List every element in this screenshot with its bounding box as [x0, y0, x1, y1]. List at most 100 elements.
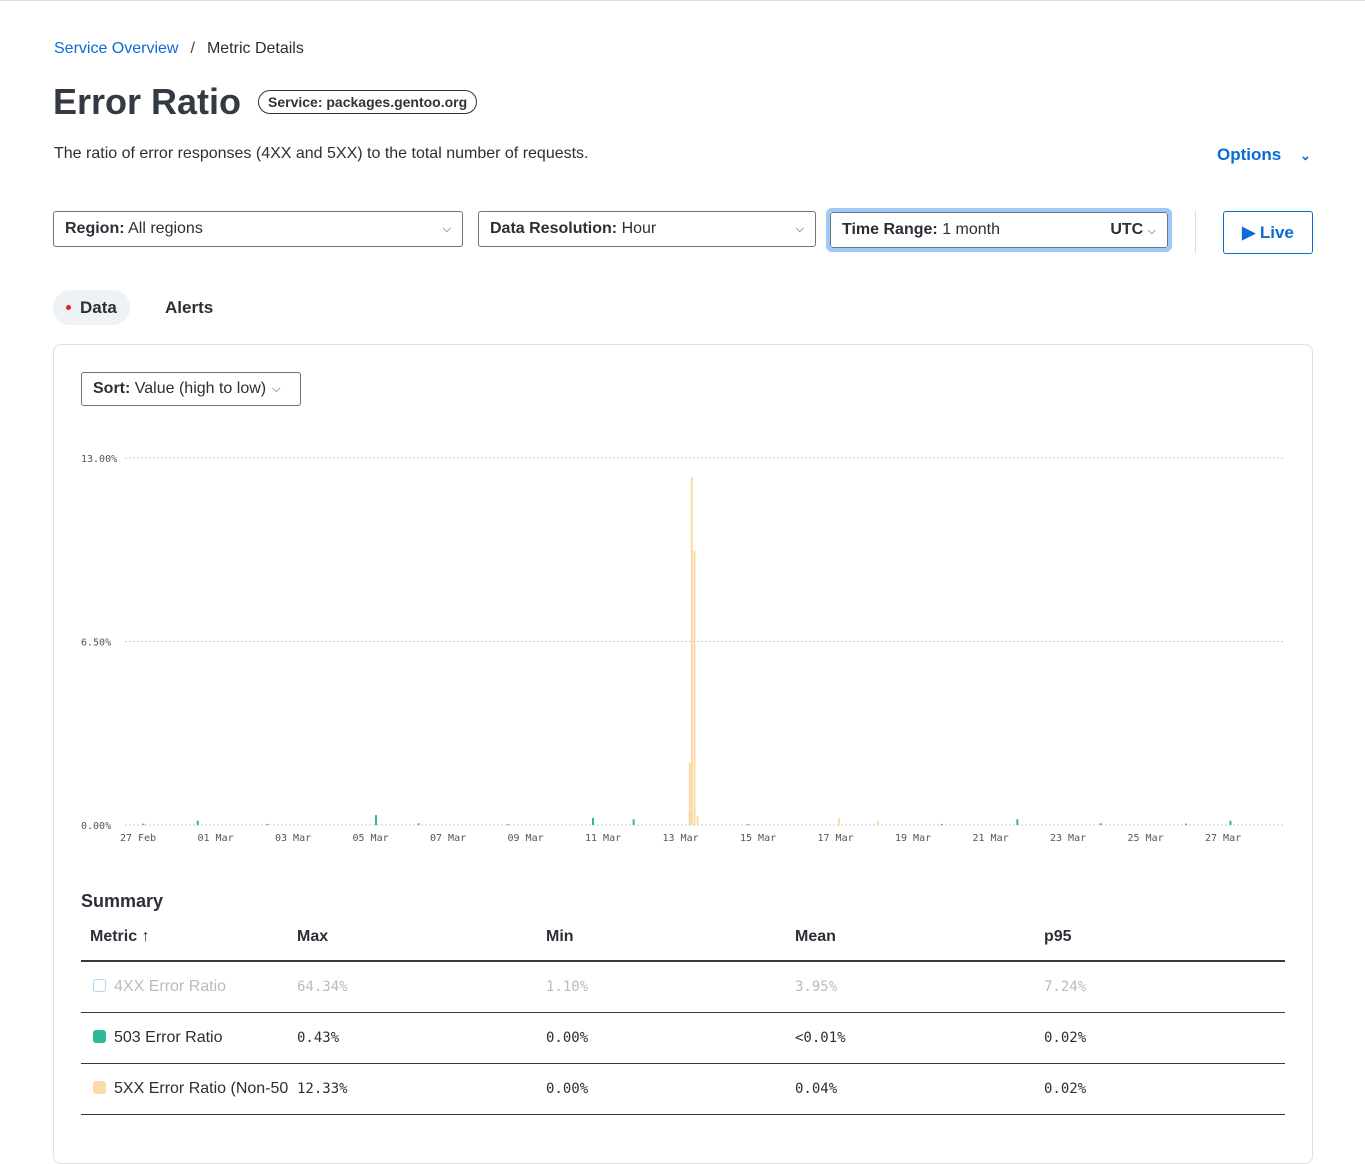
time-range-value: 1 month: [942, 221, 1000, 238]
max-cell: 0.43%: [288, 1012, 537, 1064]
region-label: Region:: [65, 220, 125, 237]
legend-swatch-icon[interactable]: [93, 1080, 106, 1094]
column-max[interactable]: Max: [288, 913, 537, 962]
x-tick-label: 25 Mar: [1128, 833, 1164, 844]
chevron-down-icon: ⌵: [795, 222, 804, 235]
resolution-select[interactable]: Data Resolution: Hour ⌵: [478, 211, 816, 247]
bar: [1016, 819, 1019, 825]
breadcrumb-separator: /: [190, 40, 195, 57]
bar: [688, 762, 691, 825]
bar: [940, 823, 943, 825]
legend-swatch-icon[interactable]: [93, 1029, 106, 1043]
x-tick-label: 15 Mar: [740, 833, 776, 844]
bar: [592, 817, 594, 825]
y-tick-label: 6.50%: [81, 638, 111, 649]
bar: [1099, 823, 1102, 825]
max-cell: 64.34%: [288, 961, 537, 1013]
x-tick-label: 01 Mar: [198, 833, 234, 844]
time-range-label: Time Range:: [842, 221, 938, 238]
bar: [693, 551, 696, 825]
table-row[interactable]: 5XX Error Ratio (Non-503) 12.33% 0.00% 0.04…: [81, 1063, 1285, 1115]
bar: [417, 823, 420, 825]
x-tick-label: 03 Mar: [275, 833, 311, 844]
x-tick-label: 05 Mar: [353, 833, 389, 844]
min-cell: 0.00%: [537, 1012, 786, 1064]
x-tick-label: 09 Mar: [508, 833, 544, 844]
tab-data-label: Data: [80, 297, 117, 317]
min-cell: 0.00%: [537, 1063, 786, 1115]
breadcrumb-service-overview[interactable]: Service Overview: [54, 40, 179, 57]
bar: [375, 815, 377, 825]
metric-name: 4XX Error Ratio: [114, 977, 227, 995]
bar: [142, 823, 145, 825]
y-tick-label: 13.00%: [81, 454, 117, 465]
tab-alerts-label: Alerts: [165, 297, 214, 317]
x-tick-label: 07 Mar: [430, 833, 466, 844]
bar: [747, 824, 749, 826]
divider: [1195, 211, 1196, 253]
bar: [690, 476, 693, 825]
bar: [506, 824, 509, 826]
resolution-label: Data Resolution:: [490, 220, 618, 237]
p95-cell: 7.24%: [1035, 961, 1285, 1013]
bar: [1229, 820, 1232, 825]
tab-data[interactable]: Data: [53, 290, 130, 325]
breadcrumb-current: Metric Details: [206, 40, 304, 57]
table-row[interactable]: 503 Error Ratio 0.43% 0.00% <0.01% 0.02%: [81, 1012, 1285, 1064]
metric-name: 503 Error Ratio: [114, 1028, 223, 1046]
min-cell: 1.10%: [537, 961, 786, 1013]
tab-alerts[interactable]: Alerts: [152, 290, 226, 325]
chevron-down-icon: ⌄: [1299, 148, 1311, 163]
bar: [696, 816, 699, 825]
timezone-value: UTC: [1110, 221, 1144, 238]
bar: [876, 820, 879, 825]
time-range-focus-ring: [826, 208, 1172, 252]
bar: [196, 820, 199, 825]
summary-table: Metric ↑ Max Min Mean p95 4XX Error Rati…: [81, 913, 1285, 1115]
x-tick-label: 17 Mar: [818, 833, 854, 844]
mean-cell: 3.95%: [786, 961, 1035, 1013]
mean-cell: 0.04%: [786, 1063, 1035, 1115]
sort-value: Value (high to low): [134, 380, 267, 397]
x-tick-label: 23 Mar: [1050, 833, 1086, 844]
page-title: Error Ratio: [53, 81, 242, 122]
summary-title: Summary: [81, 891, 164, 911]
bar: [572, 824, 575, 826]
metric-cell: 503 Error Ratio: [81, 1012, 288, 1064]
x-tick-label: 13 Mar: [663, 833, 699, 844]
sort-select[interactable]: Sort: Value (high to low) ⌵: [81, 372, 301, 406]
p95-cell: 0.02%: [1035, 1012, 1285, 1064]
live-button[interactable]: ▶ Live: [1223, 211, 1313, 254]
time-range-select[interactable]: Time Range: 1 month UTC ⌵: [830, 212, 1168, 248]
bar: [632, 819, 635, 825]
page-description: The ratio of error responses (4XX and 5X…: [54, 145, 589, 162]
x-tick-label: 19 Mar: [895, 833, 931, 844]
bar: [266, 823, 269, 825]
options-label: Options: [1217, 145, 1282, 164]
x-tick-label: 27 Feb: [120, 833, 156, 844]
breadcrumb: Service Overview / Metric Details: [54, 40, 304, 58]
metric-cell: 5XX Error Ratio (Non-503): [81, 1063, 288, 1115]
chevron-down-icon: ⌵: [442, 222, 451, 235]
resolution-value: Hour: [621, 220, 657, 237]
table-row[interactable]: 4XX Error Ratio 64.34% 1.10% 3.95% 7.24%: [81, 961, 1285, 1013]
column-p95[interactable]: p95: [1035, 913, 1285, 962]
legend-swatch-icon[interactable]: [93, 978, 106, 992]
metric-name: 5XX Error Ratio (Non-503): [114, 1079, 288, 1097]
metric-cell: 4XX Error Ratio: [81, 961, 288, 1013]
x-tick-label: 27 Mar: [1205, 833, 1241, 844]
chevron-down-icon: ⌵: [272, 382, 281, 395]
mean-cell: <0.01%: [786, 1012, 1035, 1064]
x-tick-label: 21 Mar: [973, 833, 1009, 844]
column-min[interactable]: Min: [537, 913, 786, 962]
active-dot-icon: [66, 305, 71, 310]
service-badge: Service: packages.gentoo.org: [258, 90, 478, 114]
x-tick-label: 11 Mar: [585, 833, 621, 844]
region-select[interactable]: Region: All regions ⌵: [53, 211, 463, 247]
column-mean[interactable]: Mean: [786, 913, 1035, 962]
region-value: All regions: [128, 220, 203, 237]
bar: [838, 817, 841, 825]
options-button[interactable]: Options ⌄: [1217, 145, 1311, 165]
column-metric[interactable]: Metric ↑: [81, 913, 288, 962]
p95-cell: 0.02%: [1035, 1063, 1285, 1115]
